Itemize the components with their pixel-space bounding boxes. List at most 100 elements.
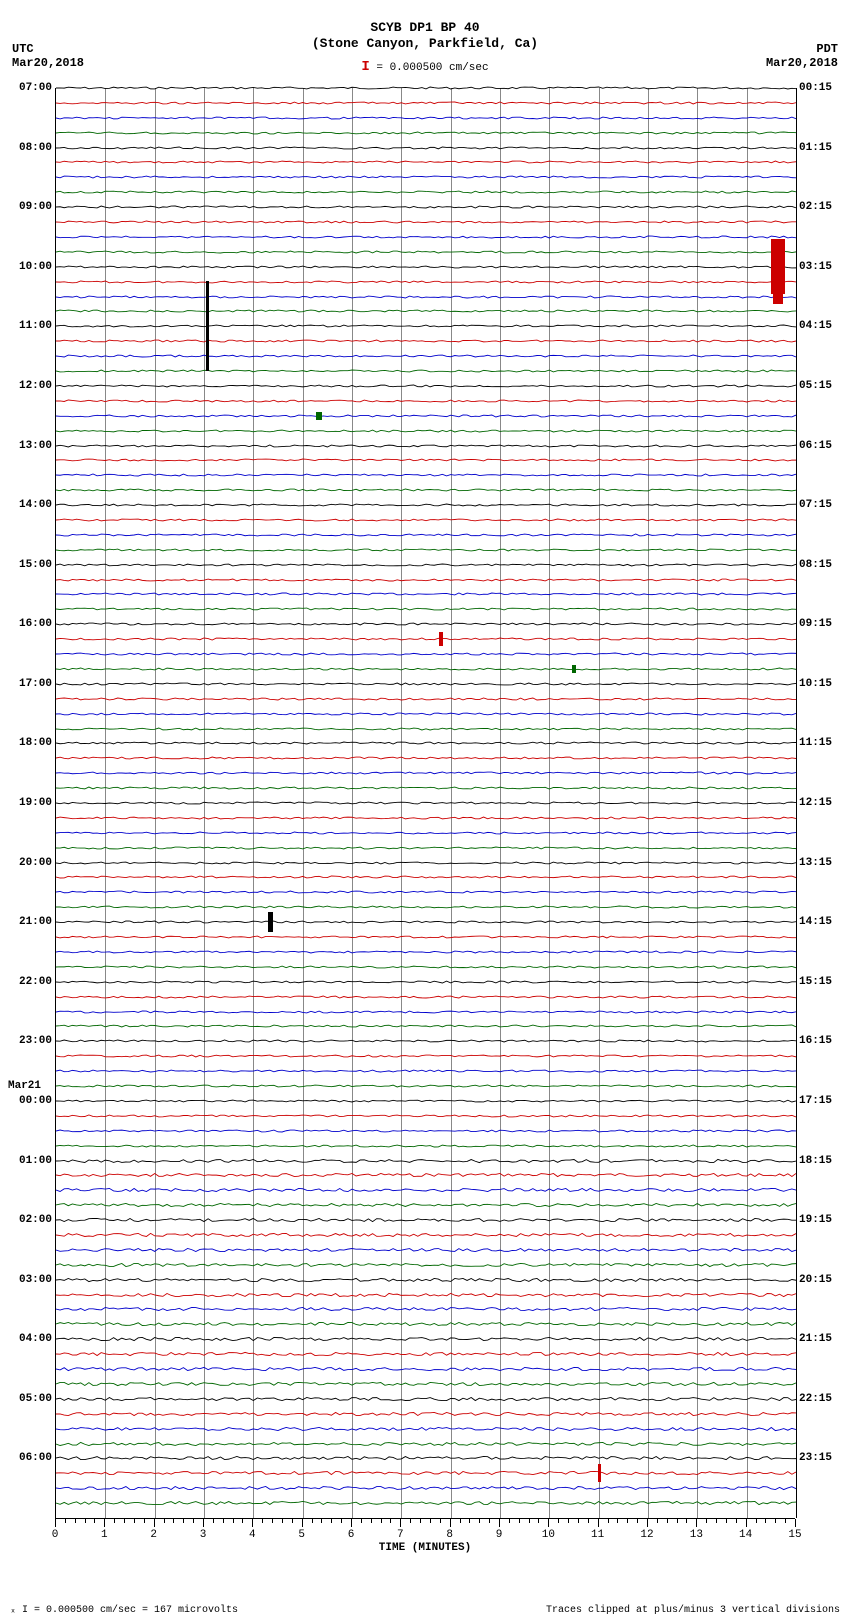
- hour-label-right: 21:15: [799, 1333, 847, 1345]
- trace-row: [56, 785, 796, 791]
- trace-row: [56, 621, 796, 627]
- hour-label-right: 01:15: [799, 142, 847, 154]
- hour-label-left: 12:00: [4, 380, 52, 392]
- hour-label-right: 19:15: [799, 1214, 847, 1226]
- plot-area: [55, 88, 797, 1518]
- trace-row: [56, 383, 796, 389]
- hour-label-right: 16:15: [799, 1035, 847, 1047]
- trace-row: [56, 1441, 796, 1447]
- hour-label-left: 10:00: [4, 261, 52, 273]
- xtick-label: 14: [739, 1529, 752, 1541]
- footer-right: Traces clipped at plus/minus 3 vertical …: [546, 1605, 840, 1616]
- trace-row: [56, 1500, 796, 1506]
- trace-row: [56, 1038, 796, 1044]
- hour-label-left: 07:00: [4, 82, 52, 94]
- trace-row: [56, 651, 796, 657]
- trace-row: [56, 1232, 796, 1238]
- trace-row: [56, 398, 796, 404]
- hour-label-left: 20:00: [4, 857, 52, 869]
- hour-label-right: 17:15: [799, 1095, 847, 1107]
- hour-label-left: 00:00: [4, 1095, 52, 1107]
- trace-row: [56, 666, 796, 672]
- trace-row: [56, 1128, 796, 1134]
- trace-row: [56, 904, 796, 910]
- xtick-label: 10: [542, 1529, 555, 1541]
- trace-row: [56, 711, 796, 717]
- trace-row: [56, 472, 796, 478]
- trace-row: [56, 502, 796, 508]
- xtick-label: 4: [249, 1529, 256, 1541]
- hour-label-right: 23:15: [799, 1452, 847, 1464]
- trace-row: [56, 1143, 796, 1149]
- trace-row: [56, 770, 796, 776]
- trace-row: [56, 1306, 796, 1312]
- xtick-label: 7: [397, 1529, 404, 1541]
- trace-row: [56, 517, 796, 523]
- hour-label-right: 05:15: [799, 380, 847, 392]
- trace-row: [56, 1277, 796, 1283]
- x-axis-title: TIME (MINUTES): [55, 1542, 795, 1554]
- hour-label-left: 18:00: [4, 737, 52, 749]
- trace-row: [56, 487, 796, 493]
- trace-row: [56, 1172, 796, 1178]
- seismic-event: [572, 665, 576, 673]
- hour-label-left: 21:00: [4, 916, 52, 928]
- trace-row: [56, 591, 796, 597]
- trace-row: [56, 1262, 796, 1268]
- hour-label-left: 23:00: [4, 1035, 52, 1047]
- trace-row: [56, 368, 796, 374]
- hour-label-left: 16:00: [4, 618, 52, 630]
- trace-row: [56, 964, 796, 970]
- scale-symbol: I: [361, 59, 369, 75]
- seismogram-container: SCYB DP1 BP 40 (Stone Canyon, Parkfield,…: [0, 0, 850, 1613]
- trace-row: [56, 1381, 796, 1387]
- seismic-event: [316, 412, 322, 420]
- hour-label-right: 02:15: [799, 201, 847, 213]
- trace-row: [56, 264, 796, 270]
- trace-row: [56, 1068, 796, 1074]
- hour-label-left: 22:00: [4, 976, 52, 988]
- x-axis: 0123456789101112131415 TIME (MINUTES): [55, 1518, 795, 1558]
- trace-row: [56, 740, 796, 746]
- xtick-label: 15: [788, 1529, 801, 1541]
- hour-label-right: 00:15: [799, 82, 847, 94]
- hour-label-left: 19:00: [4, 797, 52, 809]
- xtick-label: 0: [52, 1529, 59, 1541]
- xtick-label: 2: [150, 1529, 157, 1541]
- trace-row: [56, 1247, 796, 1253]
- hour-label-left: 06:00: [4, 1452, 52, 1464]
- hour-label-left: 05:00: [4, 1393, 52, 1405]
- trace-row: [56, 755, 796, 761]
- seismic-event: [206, 281, 209, 371]
- hour-label-right: 14:15: [799, 916, 847, 928]
- trace-row: [56, 338, 796, 344]
- trace-row: [56, 1053, 796, 1059]
- seismic-event: [268, 912, 273, 932]
- xtick-label: 6: [348, 1529, 355, 1541]
- trace-row: [56, 413, 796, 419]
- trace-row: [56, 889, 796, 895]
- hour-label-left: 17:00: [4, 678, 52, 690]
- hour-label-right: 12:15: [799, 797, 847, 809]
- trace-row: [56, 1470, 796, 1476]
- hour-label-left: 14:00: [4, 499, 52, 511]
- trace-row: [56, 1009, 796, 1015]
- hour-label-left: 04:00: [4, 1333, 52, 1345]
- seismic-event: [439, 632, 443, 646]
- trace-row: [56, 174, 796, 180]
- trace-row: [56, 1113, 796, 1119]
- trace-row: [56, 562, 796, 568]
- trace-row: [56, 443, 796, 449]
- trace-row: [56, 1217, 796, 1223]
- trace-row: [56, 1098, 796, 1104]
- trace-row: [56, 979, 796, 985]
- trace-row: [56, 681, 796, 687]
- trace-row: [56, 547, 796, 553]
- hour-label-right: 18:15: [799, 1155, 847, 1167]
- hour-label-left: 03:00: [4, 1274, 52, 1286]
- scale-text: = 0.000500 cm/sec: [370, 62, 489, 74]
- hour-label-left: 09:00: [4, 201, 52, 213]
- xtick-label: 12: [640, 1529, 653, 1541]
- xtick-label: 9: [496, 1529, 503, 1541]
- date-mid-label: Mar21: [8, 1080, 41, 1092]
